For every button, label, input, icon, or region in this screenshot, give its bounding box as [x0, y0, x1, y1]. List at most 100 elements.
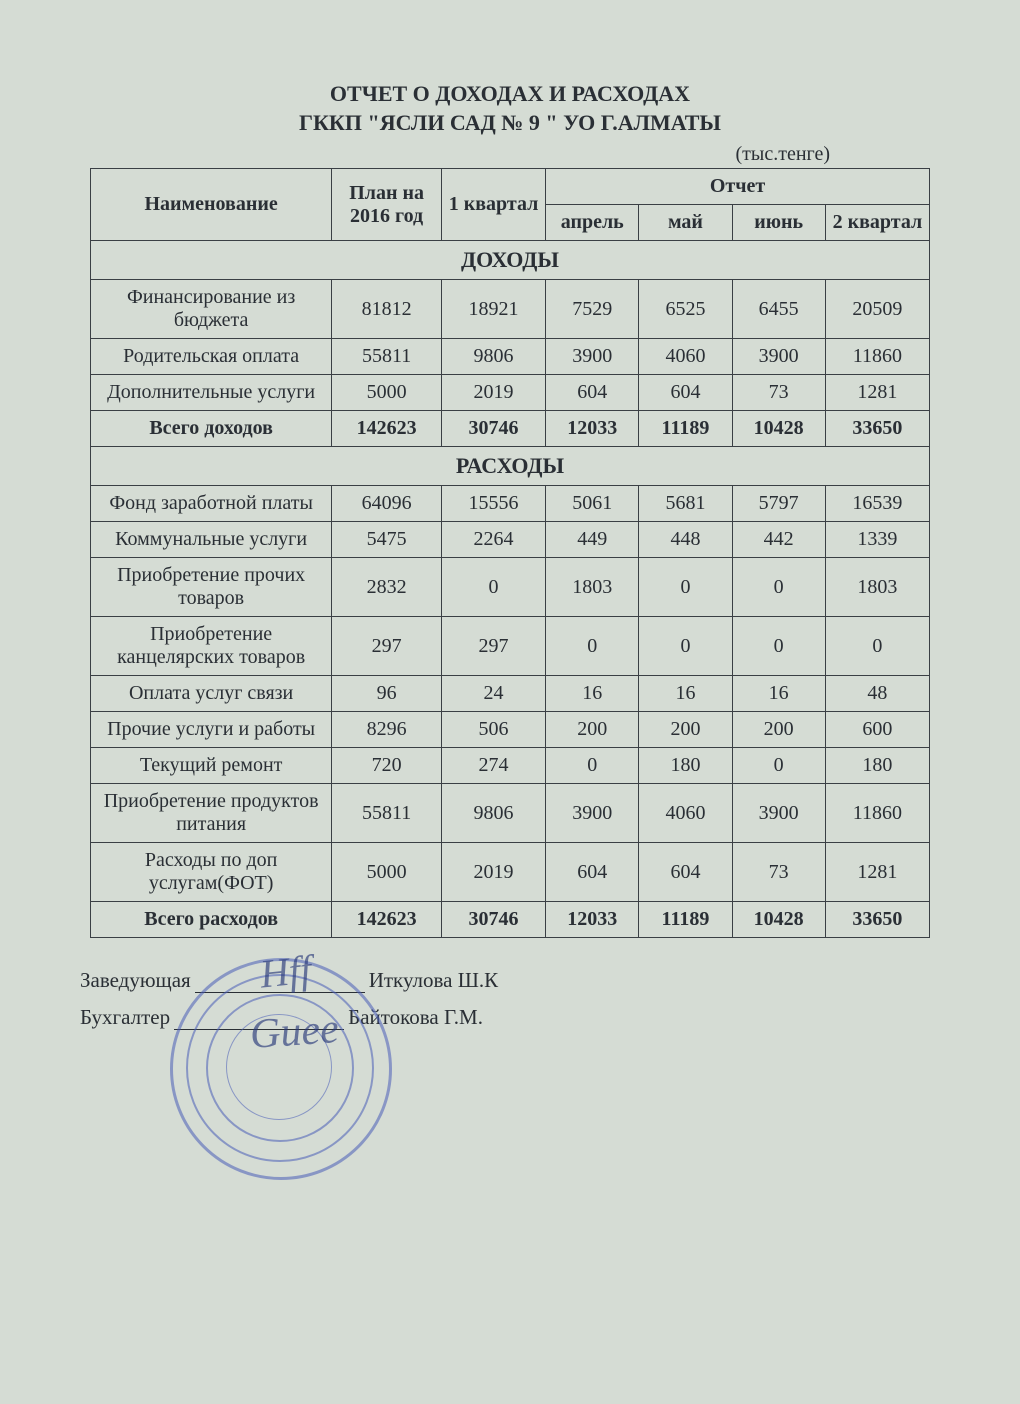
- col-plan: План на 2016 год: [332, 169, 442, 241]
- row-value: 30746: [441, 411, 545, 447]
- row-value: 5000: [332, 375, 442, 411]
- table-row: Приобретение продуктов питания558119806 3…: [91, 784, 930, 843]
- row-name: Всего доходов: [91, 411, 332, 447]
- row-value: 3900: [732, 784, 825, 843]
- row-value: 200: [546, 712, 639, 748]
- row-value: 0: [546, 748, 639, 784]
- title-line-2: ГККП "ЯСЛИ САД № 9 " УО Г.АЛМАТЫ: [70, 109, 950, 138]
- total-row: Всего расходов14262330746120331118910428…: [91, 902, 930, 938]
- row-value: 64096: [332, 486, 442, 522]
- row-value: 81812: [332, 280, 442, 339]
- section-row: РАСХОДЫ: [91, 447, 930, 486]
- col-april: апрель: [546, 205, 639, 241]
- row-name: Прочие услуги и работы: [91, 712, 332, 748]
- row-value: 604: [546, 843, 639, 902]
- row-name: Всего расходов: [91, 902, 332, 938]
- row-value: 180: [825, 748, 929, 784]
- row-value: 1281: [825, 375, 929, 411]
- row-value: 11860: [825, 784, 929, 843]
- row-value: 2832: [332, 558, 442, 617]
- table-row: Фонд заработной платы6409615556506156815…: [91, 486, 930, 522]
- accountant-name: Байтокова Г.М.: [348, 1005, 483, 1029]
- table-row: Текущий ремонт72027401800180: [91, 748, 930, 784]
- row-value: 10428: [732, 411, 825, 447]
- row-value: 15556: [441, 486, 545, 522]
- row-value: 6525: [639, 280, 732, 339]
- table-row: Финансирование из бюджета818121892175296…: [91, 280, 930, 339]
- table-header: Наименование План на 2016 год 1 квартал …: [91, 169, 930, 241]
- table-row: Коммунальные услуги547522644494484421339: [91, 522, 930, 558]
- row-value: 9806: [441, 784, 545, 843]
- row-value: 142623: [332, 902, 442, 938]
- row-value: 604: [639, 375, 732, 411]
- head-signature-line: Заведующая Иткулова Ш.К: [80, 968, 950, 993]
- row-value: 5681: [639, 486, 732, 522]
- row-value: 448: [639, 522, 732, 558]
- row-value: 4060: [639, 784, 732, 843]
- row-value: 0: [546, 617, 639, 676]
- row-value: 5475: [332, 522, 442, 558]
- row-value: 8296: [332, 712, 442, 748]
- table-body: ДОХОДЫФинансирование из бюджета818121892…: [91, 241, 930, 938]
- row-value: 6455: [732, 280, 825, 339]
- row-name: Приобретение продуктов питания: [91, 784, 332, 843]
- table-row: Приобретение канцелярских товаров2972970…: [91, 617, 930, 676]
- row-value: 16539: [825, 486, 929, 522]
- row-value: 442: [732, 522, 825, 558]
- units-label: (тыс.тенге): [70, 143, 950, 166]
- report-table: Наименование План на 2016 год 1 квартал …: [90, 168, 930, 938]
- signatures-block: Hff Guee ЗаведующаяИткулова Ш.К Бухгалте…: [80, 968, 950, 1030]
- row-value: 55811: [332, 784, 442, 843]
- row-value: 73: [732, 375, 825, 411]
- row-value: 5000: [332, 843, 442, 902]
- row-value: 506: [441, 712, 545, 748]
- row-value: 73: [732, 843, 825, 902]
- row-value: 449: [546, 522, 639, 558]
- row-value: 5797: [732, 486, 825, 522]
- row-value: 0: [732, 748, 825, 784]
- row-value: 1803: [546, 558, 639, 617]
- row-value: 1803: [825, 558, 929, 617]
- row-value: 604: [639, 843, 732, 902]
- row-name: Фонд заработной платы: [91, 486, 332, 522]
- table-row: Дополнительные услуги5000201960460473128…: [91, 375, 930, 411]
- row-value: 18921: [441, 280, 545, 339]
- row-value: 297: [332, 617, 442, 676]
- col-name: Наименование: [91, 169, 332, 241]
- row-value: 2019: [441, 375, 545, 411]
- row-value: 10428: [732, 902, 825, 938]
- row-value: 0: [639, 617, 732, 676]
- row-value: 11189: [639, 411, 732, 447]
- row-value: 720: [332, 748, 442, 784]
- table-row: Расходы по доп услугам(ФОТ)5000201960460…: [91, 843, 930, 902]
- head-name: Иткулова Ш.К: [369, 968, 498, 992]
- row-value: 7529: [546, 280, 639, 339]
- row-value: 9806: [441, 339, 545, 375]
- row-name: Коммунальные услуги: [91, 522, 332, 558]
- row-value: 1339: [825, 522, 929, 558]
- section-row: ДОХОДЫ: [91, 241, 930, 280]
- head-label: Заведующая: [80, 968, 191, 992]
- row-value: 0: [732, 558, 825, 617]
- row-value: 30746: [441, 902, 545, 938]
- row-value: 2019: [441, 843, 545, 902]
- row-value: 16: [546, 676, 639, 712]
- row-value: 600: [825, 712, 929, 748]
- row-value: 33650: [825, 411, 929, 447]
- row-value: 11189: [639, 902, 732, 938]
- row-value: 180: [639, 748, 732, 784]
- col-q2: 2 квартал: [825, 205, 929, 241]
- row-name: Расходы по доп услугам(ФОТ): [91, 843, 332, 902]
- col-may: май: [639, 205, 732, 241]
- table-row: Оплата услуг связи962416161648: [91, 676, 930, 712]
- row-value: 297: [441, 617, 545, 676]
- accountant-signature-line: БухгалтерБайтокова Г.М.: [80, 1005, 950, 1030]
- row-value: 24: [441, 676, 545, 712]
- row-value: 200: [732, 712, 825, 748]
- row-name: Приобретение канцелярских товаров: [91, 617, 332, 676]
- row-value: 11860: [825, 339, 929, 375]
- title-line-1: ОТЧЕТ О ДОХОДАХ И РАСХОДАХ: [70, 80, 950, 109]
- row-value: 0: [825, 617, 929, 676]
- row-value: 12033: [546, 411, 639, 447]
- row-value: 1281: [825, 843, 929, 902]
